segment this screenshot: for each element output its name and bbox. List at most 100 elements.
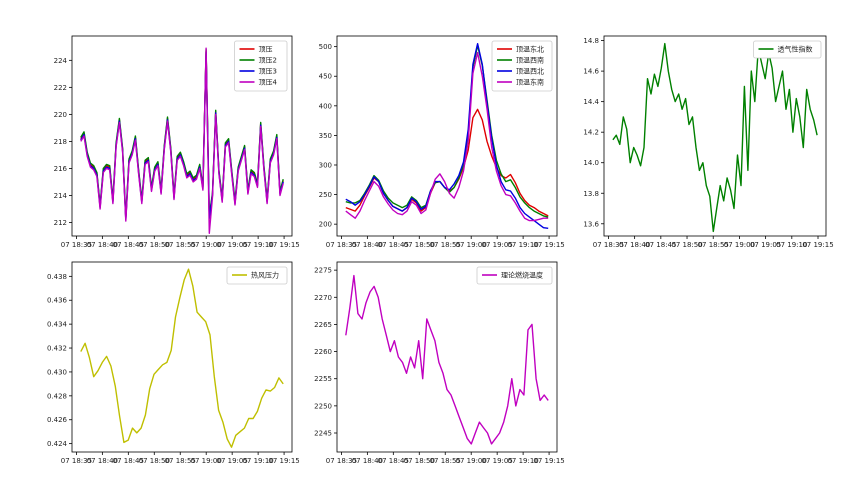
y-tick-label: 0.434	[47, 321, 68, 329]
x-tick-label: 07 19:05	[482, 241, 513, 249]
series-line	[345, 51, 549, 222]
legend-label: 顶温东北	[516, 45, 544, 54]
series-line	[612, 42, 818, 233]
y-tick-label: 2250	[314, 402, 332, 410]
legend-label: 透气性指数	[778, 45, 813, 54]
x-tick-label: 07 18:35	[61, 457, 92, 465]
y-tick-label: 13.6	[583, 220, 599, 228]
y-tick-label: 350	[319, 132, 332, 140]
x-tick-label: 07 18:45	[113, 457, 144, 465]
x-tick-label: 07 19:05	[217, 457, 248, 465]
y-tick-label: 2275	[314, 267, 332, 275]
y-tick-label: 0.432	[47, 345, 67, 353]
x-tick-label: 07 19:00	[724, 241, 755, 249]
plot-frame	[71, 35, 293, 237]
legend-label: 顶压2	[259, 57, 277, 65]
x-tick-label: 07 18:50	[139, 457, 170, 465]
y-tick-label: 2255	[314, 375, 332, 383]
legend-box	[234, 40, 288, 92]
y-tick-label: 500	[319, 43, 332, 51]
series-line	[80, 268, 284, 448]
x-tick-label: 07 18:40	[352, 457, 383, 465]
y-tick-label: 2265	[314, 321, 332, 329]
y-tick-label: 450	[319, 73, 332, 81]
legend: 透气性指数	[753, 40, 822, 59]
x-tick-label: 07 19:05	[482, 457, 513, 465]
y-tick-label: 224	[54, 57, 68, 65]
x-tick-label: 07 19:10	[242, 241, 273, 249]
series-line	[345, 274, 549, 445]
y-tick-label: 400	[319, 102, 332, 110]
x-tick-label: 07 18:55	[430, 457, 461, 465]
legend-box	[753, 40, 822, 59]
legend-label: 顶温东南	[516, 78, 544, 87]
y-tick-label: 220	[54, 111, 67, 119]
x-tick-label: 07 19:10	[507, 457, 538, 465]
y-tick-label: 14.2	[583, 129, 599, 137]
y-tick-label: 14.6	[583, 68, 599, 76]
y-tick-label: 13.8	[583, 190, 599, 198]
x-tick-label: 07 19:00	[456, 241, 487, 249]
y-tick-label: 2245	[314, 430, 332, 438]
x-tick-label: 07 18:35	[326, 457, 357, 465]
y-tick-label: 300	[319, 161, 332, 169]
y-tick-label: 14.4	[583, 98, 599, 106]
x-tick-label: 07 18:40	[619, 241, 650, 249]
legend-label: 顶压3	[259, 68, 277, 76]
y-tick-label: 200	[319, 221, 332, 229]
x-tick-label: 07 18:35	[61, 241, 92, 249]
x-tick-label: 07 18:50	[404, 457, 435, 465]
y-tick-label: 0.426	[47, 416, 68, 424]
series-line	[80, 47, 284, 235]
plot-frame	[603, 35, 827, 237]
x-tick-label: 07 19:15	[533, 241, 564, 249]
x-tick-label: 07 19:05	[217, 241, 248, 249]
y-tick-label: 2260	[314, 348, 332, 356]
legend-label: 顶温西北	[516, 67, 544, 76]
x-tick-label: 07 18:45	[378, 457, 409, 465]
x-tick-label: 07 18:45	[378, 241, 409, 249]
y-tick-label: 214	[54, 192, 68, 200]
plot-frame	[71, 261, 293, 453]
legend-label: 顶压	[259, 46, 273, 54]
y-tick-label: 0.424	[47, 440, 68, 448]
legend-box	[491, 40, 553, 92]
x-tick-label: 07 18:40	[87, 241, 118, 249]
x-tick-label: 07 19:15	[533, 457, 564, 465]
x-tick-label: 07 18:50	[139, 241, 170, 249]
y-tick-label: 2270	[314, 294, 332, 302]
plot-frame	[336, 261, 558, 453]
legend: 热风压力	[226, 266, 288, 285]
chart-4: 0.424 0.426 0.428 0.430 0.432 0.434 0.436 0.438…	[47, 261, 300, 465]
x-tick-label: 07 19:15	[268, 241, 299, 249]
legend-label: 理论燃烧温度	[501, 271, 543, 280]
x-tick-label: 07 19:05	[750, 241, 781, 249]
x-tick-label: 07 18:35	[326, 241, 357, 249]
x-tick-label: 07 19:00	[191, 241, 222, 249]
x-tick-label: 07 19:10	[242, 457, 273, 465]
y-tick-label: 14.0	[583, 159, 599, 167]
y-tick-label: 14.8	[583, 37, 599, 45]
y-tick-label: 0.430	[47, 368, 67, 376]
y-tick-label: 0.436	[47, 297, 68, 305]
x-tick-label: 07 18:55	[698, 241, 729, 249]
x-tick-label: 07 18:50	[404, 241, 435, 249]
y-tick-label: 0.428	[47, 392, 67, 400]
y-tick-label: 216	[54, 165, 68, 173]
x-tick-label: 07 19:10	[776, 241, 807, 249]
x-tick-label: 07 18:55	[165, 457, 196, 465]
plot-frame	[336, 35, 558, 237]
x-tick-label: 07 18:55	[430, 241, 461, 249]
x-tick-label: 07 19:15	[802, 241, 833, 249]
x-tick-label: 07 19:00	[456, 457, 487, 465]
legend-label: 顶压4	[259, 79, 278, 87]
x-tick-label: 07 18:45	[113, 241, 144, 249]
